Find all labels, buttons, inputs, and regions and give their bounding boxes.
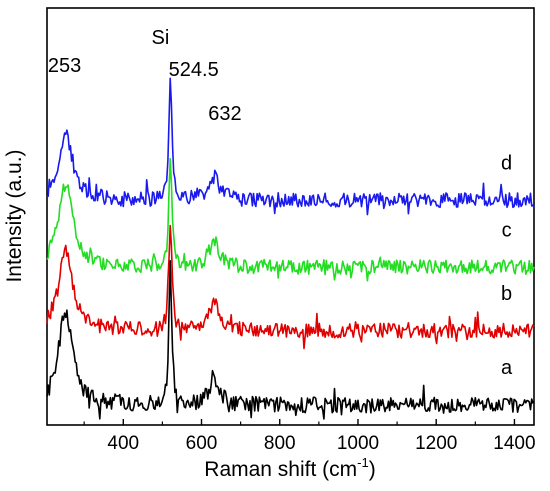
curve-c [46, 157, 535, 282]
x-tick-label-1000: 1000 [337, 433, 379, 454]
y-axis-title: Intensity (a.u.) [3, 149, 26, 282]
x-axis-title: Raman shift (cm-1) [204, 455, 375, 481]
curve-labels: a b c d [501, 152, 513, 379]
annotation-253: 253 [48, 55, 81, 77]
plot-frame [46, 7, 535, 426]
x-axis-ticks: 400 600 800 1000 1200 1400 [83, 419, 536, 454]
spectra-curves [46, 77, 535, 420]
x-tick-label-1200: 1200 [415, 433, 457, 454]
curve-b [46, 224, 535, 350]
curve-d [46, 77, 535, 216]
curve-a [46, 259, 535, 420]
x-tick-label-600: 600 [186, 433, 218, 454]
curve-label-d: d [501, 152, 512, 174]
annotation-Si: Si [152, 27, 170, 49]
x-tick-label-400: 400 [107, 433, 139, 454]
peak-annotations: 253 Si 524.5 632 [48, 27, 242, 125]
curve-label-c: c [502, 219, 512, 241]
x-tick-label-800: 800 [264, 433, 296, 454]
curve-label-b: b [501, 283, 512, 305]
curve-label-a: a [501, 357, 513, 379]
x-tick-label-1400: 1400 [493, 433, 535, 454]
annotation-524-5: 524.5 [169, 59, 219, 81]
annotation-632: 632 [208, 103, 241, 125]
